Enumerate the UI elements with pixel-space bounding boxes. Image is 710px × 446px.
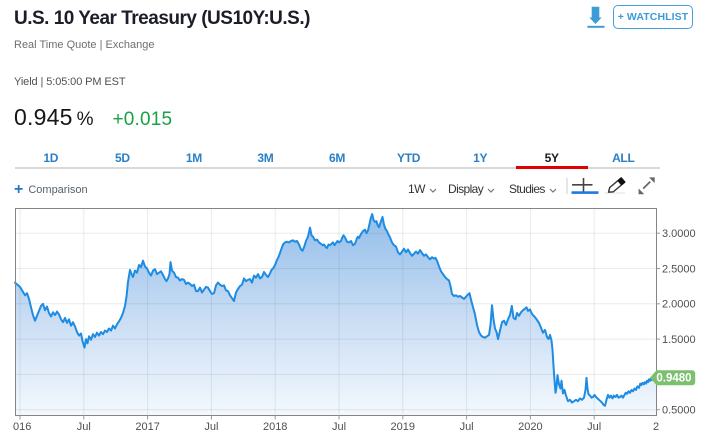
svg-text:Jul: Jul <box>460 421 474 433</box>
svg-text:Jul: Jul <box>332 421 346 433</box>
svg-text:Jul: Jul <box>204 421 218 433</box>
svg-text:016: 016 <box>13 421 31 433</box>
svg-text:2.5000: 2.5000 <box>662 263 696 275</box>
svg-text:2020: 2020 <box>518 421 542 433</box>
svg-text:2.0000: 2.0000 <box>662 299 696 311</box>
svg-text:2: 2 <box>653 421 659 433</box>
svg-text:Jul: Jul <box>77 421 91 433</box>
svg-text:Jul: Jul <box>587 421 601 433</box>
svg-text:2019: 2019 <box>391 421 415 433</box>
svg-text:3.0000: 3.0000 <box>662 228 696 240</box>
svg-text:1.5000: 1.5000 <box>662 334 696 346</box>
svg-text:0.9480: 0.9480 <box>656 373 691 385</box>
svg-text:2018: 2018 <box>263 421 287 433</box>
svg-text:0.5000: 0.5000 <box>662 405 696 417</box>
svg-text:2017: 2017 <box>135 421 159 433</box>
